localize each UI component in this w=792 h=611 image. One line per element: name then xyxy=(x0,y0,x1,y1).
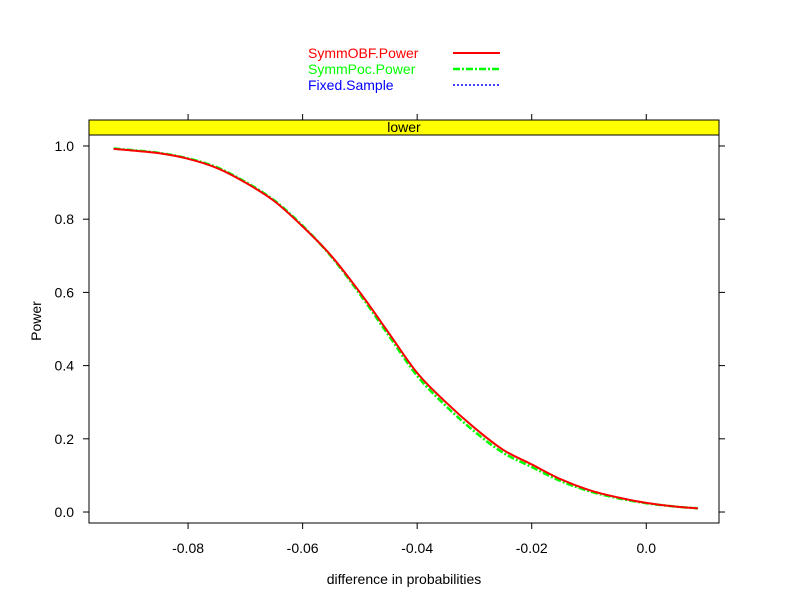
x-tick-label: -0.06 xyxy=(287,540,319,556)
panel-strip: lower xyxy=(88,119,720,136)
legend-label: Fixed.Sample xyxy=(308,77,394,93)
x-tick-label: -0.04 xyxy=(401,540,433,556)
x-tick-label: 0.0 xyxy=(637,540,657,556)
series-line-symmpoc-power xyxy=(113,147,698,510)
y-axis-label: Power xyxy=(28,301,44,341)
y-tick-label: 0.4 xyxy=(55,358,75,374)
axis-ticks: -0.08 -0.06 -0.04 -0.02 0.0 0.0 0.2 0.4 0.6 0.8 1.… xyxy=(55,114,725,556)
y-tick-label: 0.0 xyxy=(55,504,75,520)
y-tick-label: 1.0 xyxy=(55,138,75,154)
y-tick-label: 0.6 xyxy=(55,284,75,300)
y-tick-label: 0.2 xyxy=(55,431,75,447)
x-tick-label: -0.02 xyxy=(516,540,548,556)
y-tick-label: 0.8 xyxy=(55,211,75,227)
series-line-symmobf-power xyxy=(113,147,698,510)
strip-label: lower xyxy=(387,119,421,135)
plot-frame xyxy=(88,134,720,524)
legend-label: SymmOBF.Power xyxy=(308,45,419,61)
x-tick-label: -0.08 xyxy=(172,540,204,556)
x-axis-label: difference in probabilities xyxy=(327,571,482,587)
legend-label: SymmPoc.Power xyxy=(308,61,416,77)
series-line-fixed-sample xyxy=(113,148,698,510)
power-curves xyxy=(113,147,698,510)
